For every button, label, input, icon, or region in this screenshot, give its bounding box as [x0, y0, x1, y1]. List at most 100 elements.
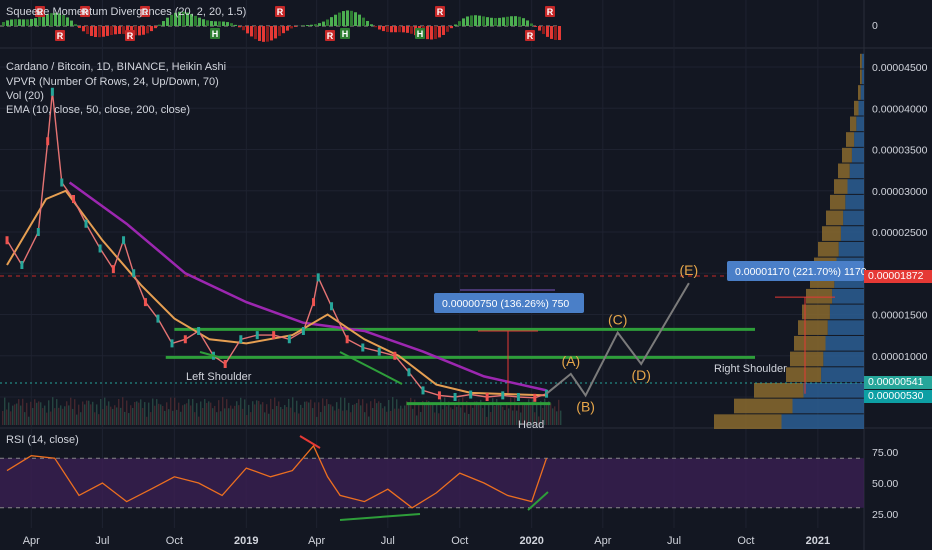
- volume-bar: [234, 405, 236, 425]
- volume-bar: [468, 413, 470, 425]
- right-shoulder-label: Right Shoulder: [714, 363, 787, 375]
- squeeze-bar: [514, 16, 517, 26]
- volume-bar: [466, 400, 468, 425]
- volume-bar: [470, 404, 472, 425]
- volume-bar: [244, 399, 246, 425]
- squeeze-bar: [250, 26, 253, 37]
- vpvr-up-bar: [832, 288, 864, 304]
- squeeze-bar: [370, 24, 373, 26]
- price-candle: [197, 327, 201, 335]
- volume-bar: [538, 416, 540, 425]
- divergence-line: [199, 351, 223, 359]
- volume-bar: [278, 401, 280, 425]
- volume-bar: [528, 399, 530, 425]
- price-candle: [485, 393, 489, 401]
- volume-bar: [82, 401, 84, 425]
- volume-bar: [166, 402, 168, 425]
- volume-bar: [426, 400, 428, 425]
- squeeze-badge: [325, 30, 335, 41]
- left-shoulder-label: Left Shoulder: [186, 371, 252, 383]
- y-tick-label: 0.00004500: [872, 62, 928, 74]
- squeeze-bar: [90, 26, 93, 36]
- vpvr-up-bar: [854, 132, 864, 147]
- squeeze-bar: [426, 26, 429, 40]
- volume-bar: [24, 412, 26, 425]
- volume-bar: [50, 411, 52, 425]
- rsi-band: [0, 458, 864, 508]
- volume-bar: [320, 412, 322, 425]
- volume-bar: [216, 412, 218, 425]
- volume-bar: [230, 405, 232, 425]
- ema-label[interactable]: EMA (10, close, 50, close, 200, close): [6, 104, 191, 116]
- volume-bar: [144, 402, 146, 425]
- vpvr-down-bar: [790, 351, 824, 367]
- vpvr-label[interactable]: VPVR (Number Of Rows, 24, Up/Down, 70): [6, 76, 219, 88]
- squeeze-bar: [446, 26, 449, 32]
- squeeze-bar: [374, 26, 377, 28]
- price-candle: [533, 393, 537, 402]
- squeeze-bar: [206, 20, 209, 26]
- volume-bar: [392, 397, 394, 425]
- volume-bar: [168, 409, 170, 425]
- volume-bar: [540, 400, 542, 425]
- volume-bar: [302, 407, 304, 425]
- rsi-label[interactable]: RSI (14, close): [6, 434, 79, 446]
- volume-bar: [174, 397, 176, 425]
- squeeze-bar: [266, 26, 269, 42]
- x-tick-label: Apr: [594, 535, 611, 547]
- squeeze-bar: [326, 19, 329, 26]
- volume-bar: [330, 404, 332, 425]
- volume-bar: [12, 405, 14, 425]
- squeeze-badge: [435, 6, 445, 17]
- vpvr-up-bar: [861, 53, 864, 69]
- volume-bar: [122, 397, 124, 425]
- squeeze-badge: [35, 6, 45, 17]
- volume-bar: [8, 402, 10, 425]
- squeeze-bar: [102, 26, 105, 37]
- rsi-bearish-divergence: [299, 435, 321, 449]
- volume-bar: [414, 399, 416, 425]
- vpvr-down-bar: [734, 398, 793, 414]
- squeeze-bar: [342, 11, 345, 26]
- symbol-title[interactable]: Cardano / Bitcoin, 1D, BINANCE, Heikin A…: [6, 61, 227, 73]
- x-tick-label: Oct: [166, 535, 183, 547]
- volume-bar: [250, 412, 252, 425]
- squeeze-bar: [78, 26, 81, 28]
- volume-bar: [346, 410, 348, 425]
- squeeze-badge-letter: R: [82, 7, 89, 17]
- volume-bar: [464, 412, 466, 425]
- volume-label[interactable]: Vol (20): [6, 90, 44, 102]
- squeeze-badge: [545, 6, 555, 17]
- squeeze-badge: [525, 30, 535, 41]
- volume-bar: [440, 398, 442, 425]
- x-tick-label: 2021: [806, 535, 830, 547]
- volume-bar: [492, 398, 494, 425]
- volume-bar: [134, 402, 136, 425]
- squeeze-bar: [330, 17, 333, 26]
- volume-bar: [472, 407, 474, 425]
- squeeze-bar: [246, 26, 249, 34]
- volume-bar: [358, 399, 360, 425]
- volume-bar: [386, 411, 388, 425]
- volume-bar: [536, 403, 538, 425]
- volume-bar: [268, 413, 270, 425]
- squeeze-badge-letter: R: [547, 7, 554, 17]
- vpvr-down-bar: [802, 304, 830, 320]
- volume-bar: [100, 398, 102, 425]
- y-tick-label: 0.00003000: [872, 186, 928, 198]
- squeeze-indicator-label[interactable]: Squeeze Momentum Divergences (20, 2, 20,…: [6, 6, 247, 18]
- price-candle: [84, 219, 88, 228]
- volume-bar: [34, 399, 36, 425]
- volume-bar: [442, 409, 444, 425]
- volume-bar: [14, 404, 16, 425]
- squeeze-bar: [534, 26, 537, 27]
- x-tick-label: Oct: [737, 535, 754, 547]
- volume-bar: [406, 401, 408, 425]
- volume-bar: [294, 412, 296, 425]
- vpvr-down-bar: [860, 53, 862, 69]
- price-candle: [361, 343, 365, 352]
- squeeze-bar: [522, 18, 525, 26]
- vpvr-up-bar: [827, 320, 864, 335]
